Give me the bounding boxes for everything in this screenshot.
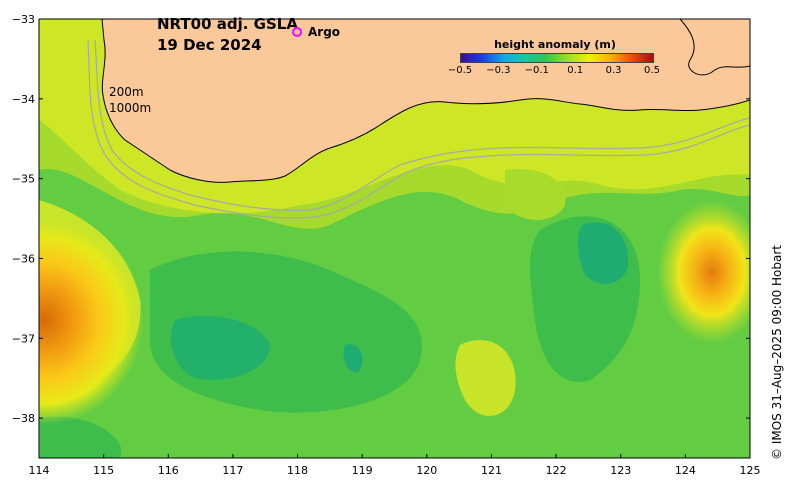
- isobath-1000m-label: 1000m: [109, 101, 152, 115]
- colorbar-tick-label: −0.5: [447, 65, 473, 76]
- warm-eddy-east: [657, 200, 750, 344]
- isobath-1000m: [87, 39, 750, 219]
- x-axis: 114 115 116 117 118 119 120 121 122 123 124 125: [29, 454, 761, 477]
- x-tick-label: 120: [416, 464, 437, 477]
- x-tick-label: 119: [352, 464, 373, 477]
- x-tick-label: 118: [287, 464, 308, 477]
- x-tick-label: 114: [29, 464, 50, 477]
- warm-eddy-west: [39, 215, 144, 425]
- y-tick-label: −38: [12, 412, 35, 425]
- colorbar-tick-label: 0.1: [567, 65, 584, 76]
- x-tick-label: 116: [158, 464, 179, 477]
- colorbar-tick-label: −0.1: [524, 65, 549, 76]
- pocket-yellow-south: [455, 340, 516, 417]
- argo-label: Argo: [308, 25, 341, 39]
- x-tick-label: 121: [481, 464, 502, 477]
- colorbar-title: height anomaly (m): [494, 38, 616, 51]
- x-tick-label: 125: [740, 464, 761, 477]
- plot-frame: [38, 18, 751, 459]
- low-anomaly-east-core: [578, 222, 629, 284]
- map-product-title: NRT00 adj. GSLA: [157, 15, 298, 33]
- low-anomaly-small: [343, 344, 363, 373]
- landmass-northeast: [679, 19, 750, 76]
- x-tick-label: 122: [546, 464, 567, 477]
- y-axis: −33 −34 −35 −36 −37 −38: [12, 13, 750, 425]
- y-tick-label: −36: [12, 252, 35, 265]
- map-date: 19 Dec 2024: [157, 36, 262, 54]
- low-anomaly-core: [171, 316, 270, 380]
- y-tick-label: −34: [12, 93, 35, 106]
- x-tick-label: 115: [93, 464, 114, 477]
- x-tick-label: 117: [222, 464, 243, 477]
- isobath-200m: [94, 39, 750, 211]
- isobath-200m-label: 200m: [109, 85, 144, 99]
- colorbar-tick-label: 0.5: [644, 65, 660, 76]
- colorbar: [460, 53, 654, 63]
- x-tick-label: 124: [675, 464, 696, 477]
- argo-legend: Argo: [292, 25, 340, 39]
- y-tick-label: −35: [12, 173, 35, 186]
- colorbar-tick-label: −0.3: [486, 65, 511, 76]
- low-anomaly-southwest: [40, 416, 122, 458]
- pocket-yellow-north: [505, 169, 566, 220]
- argo-marker-icon: [292, 27, 302, 37]
- x-tick-label: 123: [610, 464, 631, 477]
- colorbar-tick-label: 0.3: [605, 65, 622, 76]
- y-tick-label: −33: [12, 13, 35, 26]
- y-tick-label: −37: [12, 332, 35, 345]
- imos-credit: © IMOS 31–Aug–2025 09:00 Hobart: [770, 244, 784, 460]
